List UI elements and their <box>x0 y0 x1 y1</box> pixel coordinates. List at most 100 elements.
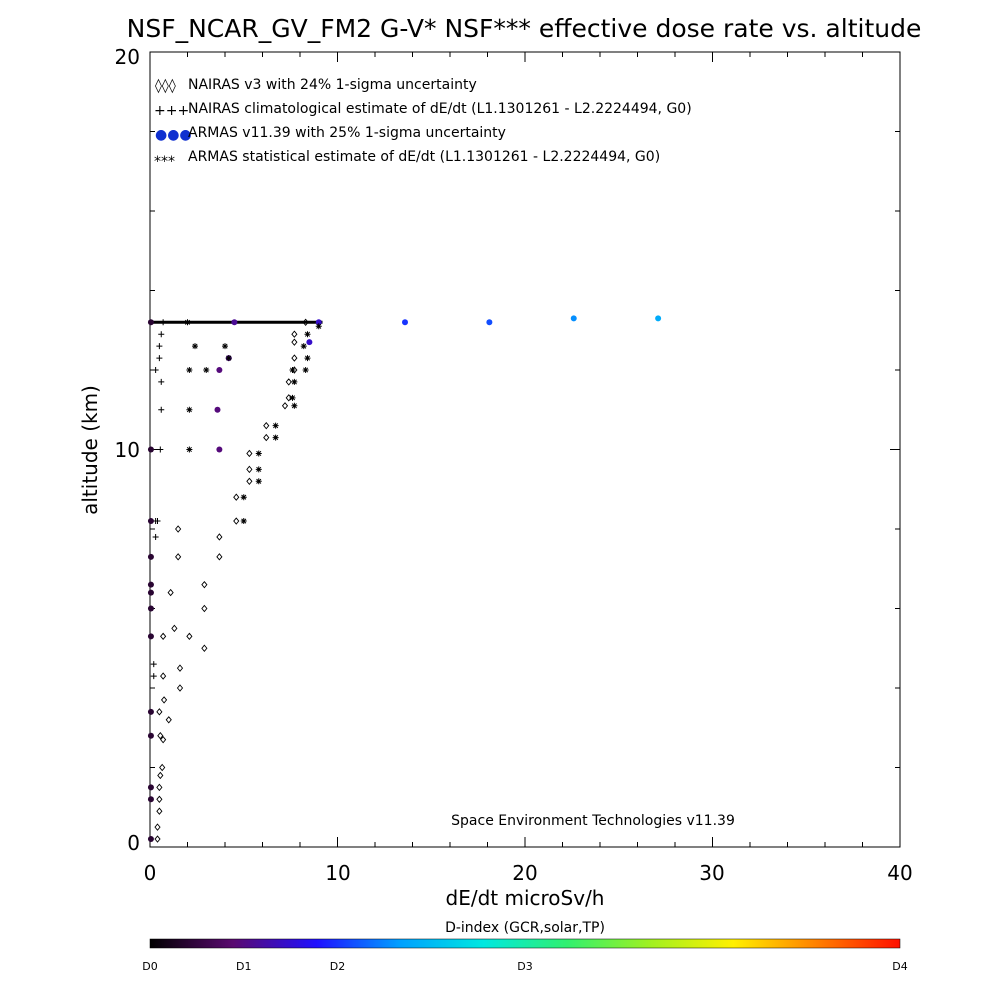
mark-dot-12 <box>147 836 154 843</box>
mark-diamond-6 <box>159 763 166 772</box>
colorbar-labels: D0 D1 D2 D3 D4 <box>142 960 907 973</box>
mark-diamond-18 <box>171 624 178 633</box>
x-axis-label: dE/dt microSv/h <box>446 886 605 910</box>
plot-area <box>149 51 901 848</box>
x-tick-label-30: 30 <box>699 861 724 885</box>
mark-diamond-27 <box>233 493 240 501</box>
mark-dot-22 <box>570 315 577 322</box>
mark-diamond-30 <box>246 449 253 458</box>
mark-diamond-0 <box>154 835 161 843</box>
mark-diamond-23 <box>216 553 223 561</box>
colorbar-title: D-index (GCR,solar,TP) <box>445 920 605 936</box>
mark-asterisk-18 <box>289 367 296 373</box>
mark-plus-6 <box>158 406 165 413</box>
mark-diamond-8 <box>157 731 164 740</box>
y-tick-label-20: 20 <box>115 45 140 69</box>
axis-ticks <box>149 51 901 848</box>
mark-asterisk-7 <box>225 355 232 362</box>
colorbar-label-d0: D0 <box>142 960 157 973</box>
mark-dot-2 <box>147 518 154 525</box>
mark-asterisk-23 <box>315 323 322 330</box>
mark-dot-14 <box>214 406 221 413</box>
mark-diamond-39 <box>291 330 298 338</box>
mark-asterisk-2 <box>186 367 193 373</box>
mark-asterisk-13 <box>272 434 279 441</box>
mark-dot-21 <box>486 319 493 326</box>
mark-diamond-15 <box>186 632 193 641</box>
colorbar-label-d1: D1 <box>236 960 251 973</box>
mark-dot-3 <box>147 553 154 560</box>
mark-diamond-38 <box>291 338 298 346</box>
mark-asterisk-5 <box>203 367 210 373</box>
mark-diamond-12 <box>176 684 184 692</box>
axis-tick-labels: 0 10 20 30 40 0 10 20 <box>115 45 913 885</box>
mark-dot-13 <box>216 367 223 373</box>
mark-diamond-3 <box>156 795 163 804</box>
legend-label-armas-stat: ARMAS statistical estimate of dE/dt (L1.… <box>188 149 660 165</box>
legend-label-nairas-clim: NAIRAS climatological estimate of dE/dt … <box>188 101 692 117</box>
mark-diamond-19 <box>167 588 174 597</box>
mark-asterisk-3 <box>192 343 198 350</box>
mark-plus-5 <box>157 446 164 453</box>
mark-dot-4 <box>147 581 154 588</box>
x-tick-label-20: 20 <box>512 861 537 885</box>
mark-dot-0 <box>147 319 154 326</box>
colorbar <box>149 938 901 949</box>
legend: ◊◊◊ NAIRAS v3 with 24% 1-sigma uncertain… <box>154 77 692 170</box>
mark-diamond-40 <box>302 318 309 327</box>
mark-asterisk-10 <box>255 478 262 485</box>
mark-diamond-1 <box>154 823 161 831</box>
mark-asterisk-0 <box>186 446 193 453</box>
mark-dot-15 <box>216 446 223 453</box>
mark-asterisk-12 <box>255 450 262 457</box>
mark-plus-10 <box>156 343 163 350</box>
mark-dot-19 <box>315 319 322 326</box>
chart-title: NSF_NCAR_GV_FM2 G-V* NSF*** effective do… <box>127 14 922 43</box>
legend-symbol-nairas-v3: ◊◊◊ <box>155 78 176 94</box>
colorbar-label-d3: D3 <box>517 960 532 973</box>
mark-asterisk-21 <box>300 343 307 350</box>
legend-label-nairas-v3: NAIRAS v3 with 24% 1-sigma uncertainty <box>188 77 477 93</box>
mark-dot-5 <box>147 589 154 596</box>
legend-symbol-nairas-clim: +++ <box>154 103 189 119</box>
mark-dot-8 <box>147 708 154 715</box>
mark-plus-9 <box>156 355 163 362</box>
mark-dot-18 <box>306 339 313 346</box>
legend-symbol-armas: ●●● <box>155 127 192 143</box>
mark-asterisk-9 <box>240 494 247 501</box>
x-tick-label-40: 40 <box>887 861 912 885</box>
mark-dot-10 <box>147 784 154 791</box>
mark-diamond-7 <box>160 735 167 744</box>
mark-diamond-16 <box>160 632 167 641</box>
mark-diamond-33 <box>281 402 289 410</box>
mark-dot-11 <box>147 796 154 803</box>
mark-diamond-2 <box>156 807 163 815</box>
mark-asterisk-8 <box>240 518 247 525</box>
legend-symbol-armas-stat: *** <box>154 154 175 170</box>
mark-dot-6 <box>147 605 154 612</box>
mark-diamond-13 <box>160 672 167 680</box>
mark-asterisk-17 <box>291 378 298 385</box>
mark-diamond-9 <box>165 716 172 724</box>
y-axis-label: altitude (km) <box>78 385 102 515</box>
mark-asterisk-22 <box>304 331 311 338</box>
mark-dot-7 <box>147 633 154 640</box>
mark-dot-23 <box>655 315 662 322</box>
mark-diamond-35 <box>285 378 292 386</box>
mark-diamond-10 <box>156 708 163 716</box>
mark-asterisk-4 <box>184 319 191 326</box>
mark-diamond-32 <box>263 421 270 430</box>
data-marks <box>147 315 662 843</box>
mark-dot-17 <box>231 319 238 326</box>
colorbar-label-d4: D4 <box>892 960 907 973</box>
mark-diamond-28 <box>246 477 253 486</box>
mark-asterisk-6 <box>222 343 228 350</box>
mark-diamond-20 <box>201 604 208 613</box>
mark-diamond-11 <box>160 696 168 704</box>
mark-asterisk-1 <box>186 406 193 413</box>
mark-diamond-37 <box>291 354 298 362</box>
mark-plus-7 <box>158 378 165 385</box>
mark-diamond-14 <box>176 664 184 672</box>
mark-diamond-34 <box>285 394 292 402</box>
